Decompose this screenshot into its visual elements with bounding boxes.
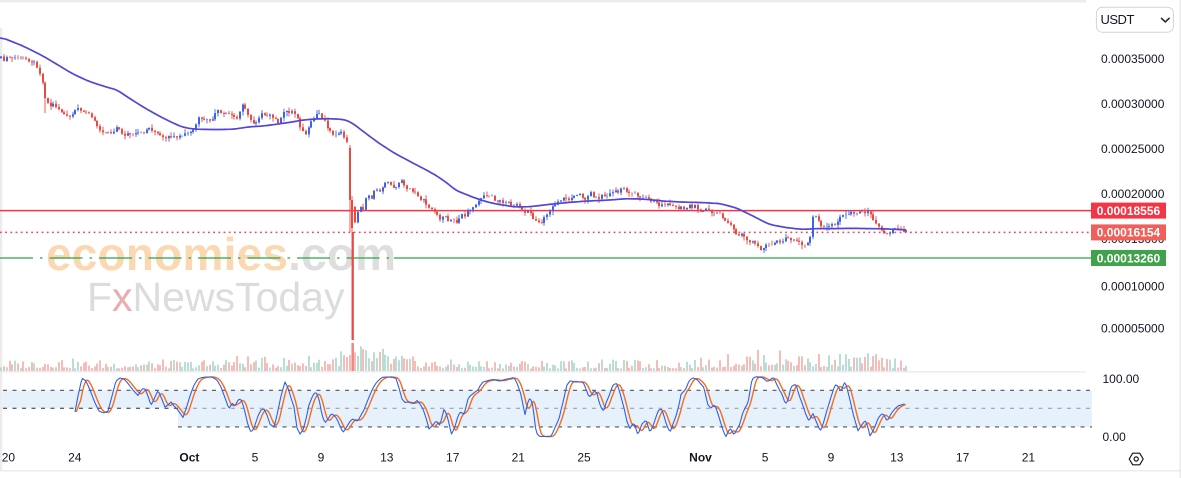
svg-text:100.00: 100.00 <box>1103 372 1140 386</box>
svg-text:Nov: Nov <box>689 451 712 465</box>
svg-text:20: 20 <box>2 451 16 465</box>
svg-text:USDT: USDT <box>1101 12 1135 27</box>
svg-text:0.00020000: 0.00020000 <box>1101 187 1165 201</box>
svg-text:0.00030000: 0.00030000 <box>1101 97 1165 111</box>
svg-text:13: 13 <box>890 451 904 465</box>
svg-text:FxNewsToday: FxNewsToday <box>87 274 345 320</box>
svg-text:21: 21 <box>512 451 526 465</box>
svg-text:Oct: Oct <box>179 451 199 465</box>
svg-text:21: 21 <box>1022 451 1036 465</box>
svg-text:25: 25 <box>577 451 591 465</box>
svg-text:5: 5 <box>252 451 259 465</box>
svg-text:0.00035000: 0.00035000 <box>1101 52 1165 66</box>
svg-text:0.00018556: 0.00018556 <box>1097 204 1161 218</box>
svg-text:0.00010000: 0.00010000 <box>1101 280 1165 294</box>
svg-text:13: 13 <box>380 451 394 465</box>
svg-text:5: 5 <box>762 451 769 465</box>
svg-text:9: 9 <box>828 451 835 465</box>
svg-text:24: 24 <box>68 451 82 465</box>
svg-text:economies.com: economies.com <box>46 228 396 280</box>
svg-text:17: 17 <box>956 451 970 465</box>
svg-text:17: 17 <box>446 451 460 465</box>
svg-text:0.00005000: 0.00005000 <box>1101 322 1165 336</box>
svg-text:0.00: 0.00 <box>1103 430 1127 444</box>
svg-text:0.00016154: 0.00016154 <box>1097 226 1161 240</box>
svg-text:0.00013260: 0.00013260 <box>1097 251 1161 265</box>
svg-text:0.00025000: 0.00025000 <box>1101 142 1165 156</box>
svg-text:9: 9 <box>318 451 325 465</box>
